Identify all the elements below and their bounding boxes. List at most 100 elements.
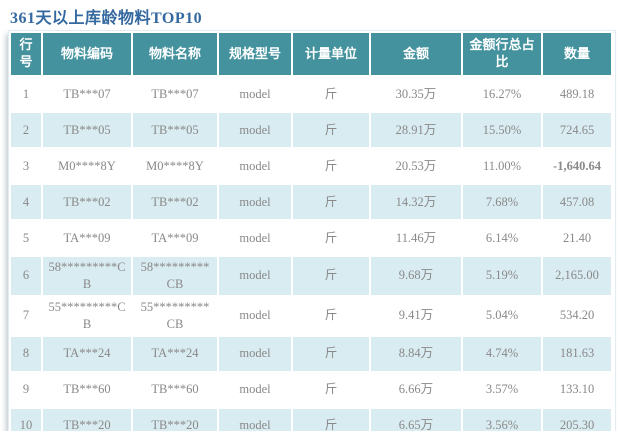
cell-material-code: TB***60 — [43, 372, 131, 407]
table-row: 3 M0****8Y M0****8Y model 斤 20.53万 11.00% -1,64… — [11, 149, 611, 183]
cell-unit: 斤 — [293, 336, 369, 371]
table-row: 2 TB***05 TB***05 model 斤 28.91万 15.50% 724.65 — [11, 113, 611, 147]
cell-spec-model: model — [219, 372, 291, 407]
cell-amount-ratio: 3.56% — [463, 408, 541, 431]
table-row: 8 TA***24 TA***24 model 斤 8.84万 4.74% 181.63 — [11, 336, 611, 371]
cell-unit: 斤 — [293, 149, 369, 183]
cell-amount-ratio: 3.57% — [463, 372, 541, 407]
cell-spec-model: model — [219, 221, 291, 255]
column-header-spec-model: 规格型号 — [219, 33, 291, 75]
cell-amount-ratio: 16.27% — [463, 77, 541, 111]
cell-row-number: 8 — [11, 336, 41, 371]
cell-row-number: 4 — [11, 185, 41, 219]
cell-material-code: TB***02 — [43, 185, 131, 219]
cell-row-number: 5 — [11, 221, 41, 255]
cell-quantity: 205.30 — [543, 408, 611, 431]
cell-unit: 斤 — [293, 77, 369, 111]
cell-material-name: TB***02 — [133, 185, 217, 219]
cell-row-number: 6 — [11, 257, 41, 295]
cell-row-number: 3 — [11, 149, 41, 183]
cell-row-number: 7 — [11, 296, 41, 335]
table-row: 7 55*********CB 55*********CB model 斤 9.41万 5.… — [11, 296, 611, 335]
column-header-unit: 计量单位 — [293, 33, 369, 75]
cell-spec-model: model — [219, 113, 291, 147]
cell-amount-ratio: 5.19% — [463, 257, 541, 295]
cell-material-code: M0****8Y — [43, 149, 131, 183]
cell-material-name: TB***20 — [133, 408, 217, 431]
cell-row-number: 10 — [11, 408, 41, 431]
cell-material-name: M0****8Y — [133, 149, 217, 183]
cell-quantity: 489.18 — [543, 77, 611, 111]
cell-amount: 9.41万 — [371, 296, 461, 335]
table-header-row: 行号 物料编码 物料名称 规格型号 计量单位 金额 金额行总占比 数量 — [11, 33, 611, 75]
page-title: 361天以上库龄物料TOP10 — [10, 10, 203, 27]
cell-amount: 30.35万 — [371, 77, 461, 111]
cell-amount-ratio: 6.14% — [463, 221, 541, 255]
column-header-quantity: 数量 — [543, 33, 611, 75]
cell-material-code: TA***09 — [43, 221, 131, 255]
column-header-material-name: 物料名称 — [133, 33, 217, 75]
cell-amount: 11.46万 — [371, 221, 461, 255]
column-header-material-code: 物料编码 — [43, 33, 131, 75]
cell-material-code: TB***05 — [43, 113, 131, 147]
cell-material-code: TA***24 — [43, 336, 131, 371]
table-row: 9 TB***60 TB***60 model 斤 6.66万 3.57% 133.10 — [11, 372, 611, 407]
cell-unit: 斤 — [293, 113, 369, 147]
cell-unit: 斤 — [293, 408, 369, 431]
cell-amount: 6.66万 — [371, 372, 461, 407]
table-header: 行号 物料编码 物料名称 规格型号 计量单位 金额 金额行总占比 数量 — [11, 33, 611, 75]
cell-row-number: 2 — [11, 113, 41, 147]
cell-quantity: 534.20 — [543, 296, 611, 335]
cell-amount: 8.84万 — [371, 336, 461, 371]
cell-quantity: 457.08 — [543, 185, 611, 219]
cell-spec-model: model — [219, 408, 291, 431]
top10-table: 行号 物料编码 物料名称 规格型号 计量单位 金额 金额行总占比 数量 1 TB***07 TB*… — [9, 31, 613, 431]
cell-quantity: 724.65 — [543, 113, 611, 147]
cell-quantity: 133.10 — [543, 372, 611, 407]
table-body: 1 TB***07 TB***07 model 斤 30.35万 16.27% 489.18 2… — [11, 77, 611, 431]
cell-material-name: TA***09 — [133, 221, 217, 255]
table-row: 6 58*********CB 58*********CB model 斤 9.68万 5.… — [11, 257, 611, 295]
cell-material-name: TB***60 — [133, 372, 217, 407]
cell-amount-ratio: 4.74% — [463, 336, 541, 371]
cell-amount: 14.32万 — [371, 185, 461, 219]
cell-amount: 20.53万 — [371, 149, 461, 183]
cell-material-name: TB***05 — [133, 113, 217, 147]
cell-row-number: 9 — [11, 372, 41, 407]
cell-amount: 28.91万 — [371, 113, 461, 147]
table-row: 1 TB***07 TB***07 model 斤 30.35万 16.27% 489.18 — [11, 77, 611, 111]
cell-amount-ratio: 15.50% — [463, 113, 541, 147]
column-header-amount-ratio: 金额行总占比 — [463, 33, 541, 75]
table-row: 10 TB***20 TB***20 model 斤 6.65万 3.56% 205.30 — [11, 408, 611, 431]
cell-spec-model: model — [219, 185, 291, 219]
cell-material-name: TB***07 — [133, 77, 217, 111]
cell-row-number: 1 — [11, 77, 41, 111]
cell-material-name: TA***24 — [133, 336, 217, 371]
cell-spec-model: model — [219, 77, 291, 111]
cell-material-code: TB***07 — [43, 77, 131, 111]
cell-quantity: -1,640.64 — [543, 149, 611, 183]
cell-amount-ratio: 5.04% — [463, 296, 541, 335]
cell-material-code: 55*********CB — [43, 296, 131, 335]
cell-quantity: 21.40 — [543, 221, 611, 255]
cell-amount: 6.65万 — [371, 408, 461, 431]
cell-unit: 斤 — [293, 221, 369, 255]
column-header-row-number: 行号 — [11, 33, 41, 75]
cell-unit: 斤 — [293, 296, 369, 335]
cell-spec-model: model — [219, 257, 291, 295]
cell-material-name: 58*********CB — [133, 257, 217, 295]
top10-table-container: 行号 物料编码 物料名称 规格型号 计量单位 金额 金额行总占比 数量 1 TB***07 TB*… — [8, 30, 616, 431]
table-row: 4 TB***02 TB***02 model 斤 14.32万 7.68% 457.08 — [11, 185, 611, 219]
cell-material-code: TB***20 — [43, 408, 131, 431]
cell-quantity: 181.63 — [543, 336, 611, 371]
table-row: 5 TA***09 TA***09 model 斤 11.46万 6.14% 21.40 — [11, 221, 611, 255]
cell-unit: 斤 — [293, 185, 369, 219]
column-header-amount: 金额 — [371, 33, 461, 75]
cell-amount-ratio: 11.00% — [463, 149, 541, 183]
cell-amount-ratio: 7.68% — [463, 185, 541, 219]
cell-amount: 9.68万 — [371, 257, 461, 295]
cell-unit: 斤 — [293, 257, 369, 295]
cell-material-name: 55*********CB — [133, 296, 217, 335]
cell-unit: 斤 — [293, 372, 369, 407]
